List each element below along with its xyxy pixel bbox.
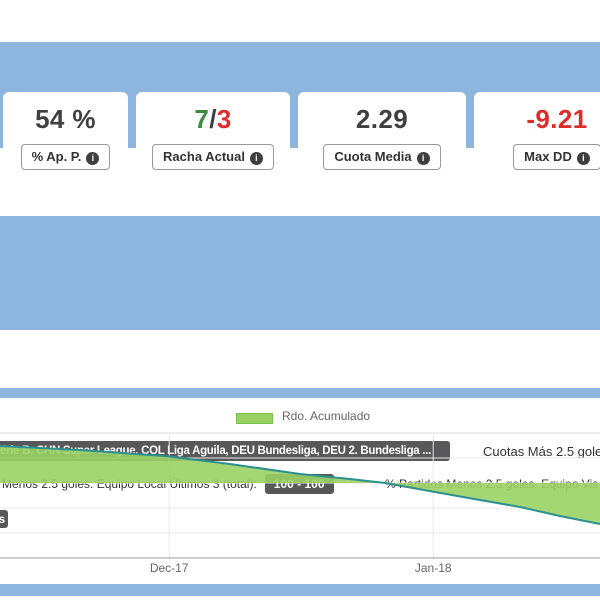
x-axis-tick-label: Jan-18	[415, 561, 452, 575]
stat-card-ap-p: 54 % % Ap. P.	[3, 92, 128, 181]
cuotas-label: Cuotas Más 2.5 gole	[483, 443, 600, 459]
info-icon	[416, 152, 430, 165]
stat-label-text: % Ap. P.	[31, 149, 82, 164]
racha-losses: 3	[216, 104, 232, 134]
area-chart: Dec-17 Jan-18	[0, 432, 600, 575]
stat-label-button-max-dd[interactable]: Max DD	[513, 144, 600, 170]
stat-value-ap-p: 54 %	[35, 104, 96, 134]
info-icon	[249, 152, 263, 165]
stat-card-max-dd: -9.21 Max DD	[474, 92, 600, 181]
stat-value-racha: 7/3	[136, 104, 290, 135]
stat-label-text: Racha Actual	[163, 149, 245, 164]
series-line	[0, 445, 600, 525]
info-icon	[86, 152, 100, 165]
bottom-band	[0, 584, 600, 596]
legend-swatch[interactable]	[236, 413, 273, 424]
filters-band: érie B, CHN Super League, COL Liga Aguil…	[0, 216, 600, 534]
x-axis-tick-label: Dec-17	[150, 561, 189, 575]
cuotas-filter-box: Cuotas Más 2.5 gole	[469, 438, 600, 464]
stats-band: 54 % % Ap. P. 7/3 Racha Actual 2.29 Cuot…	[0, 42, 600, 181]
legend-label[interactable]: Rdo. Acumulado	[282, 409, 371, 423]
stat-label-text: Max DD	[524, 149, 572, 164]
series-area-fill	[0, 446, 600, 524]
separator-band	[0, 388, 600, 398]
small-filter-badge: s	[0, 510, 8, 528]
stat-card-cuota-media: 2.29 Cuota Media	[298, 92, 466, 181]
racha-separator: /	[209, 104, 217, 134]
stat-label-button-racha[interactable]: Racha Actual	[152, 144, 274, 170]
stat-label-button-ap-p[interactable]: % Ap. P.	[20, 144, 111, 170]
stat-label-text: Cuota Media	[334, 149, 412, 164]
info-icon	[576, 152, 590, 165]
stat-value-max-dd: -9.21	[526, 104, 588, 134]
stat-label-button-cuota-media[interactable]: Cuota Media	[323, 144, 441, 170]
stat-card-racha: 7/3 Racha Actual	[136, 92, 290, 181]
stat-value-cuota-media: 2.29	[355, 104, 409, 134]
racha-wins: 7	[194, 104, 210, 134]
small-filter-box: s	[0, 504, 25, 534]
